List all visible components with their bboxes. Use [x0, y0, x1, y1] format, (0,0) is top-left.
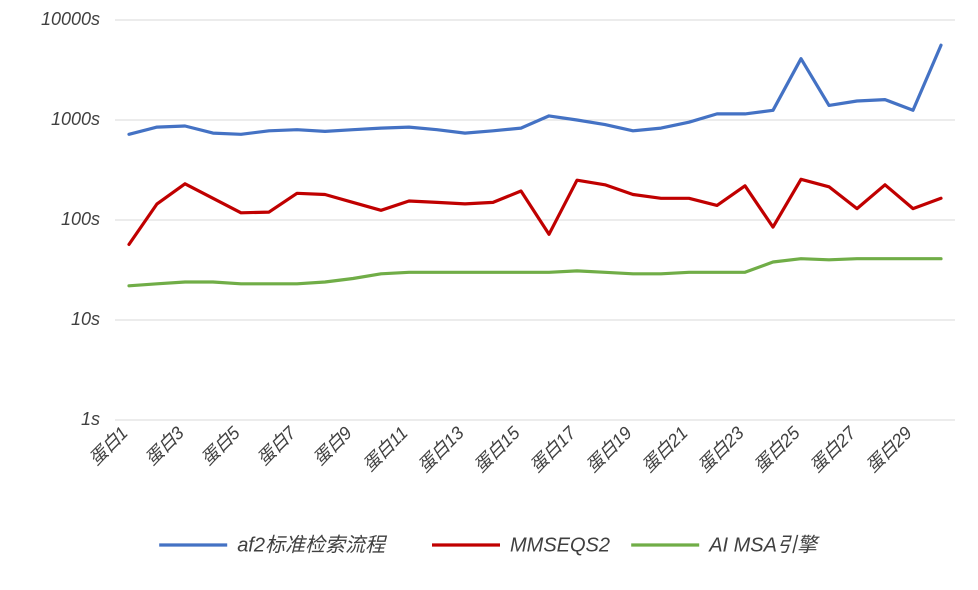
chart-bg — [0, 0, 978, 590]
y-tick-label: 1000s — [51, 109, 100, 129]
legend-label: MMSEQS2 — [510, 534, 610, 556]
chart-container: 1s10s100s1000s10000s蛋白1蛋白3蛋白5蛋白7蛋白9蛋白11蛋… — [0, 0, 978, 590]
y-tick-label: 10000s — [41, 9, 100, 29]
y-tick-label: 1s — [81, 409, 100, 429]
legend-label: af2标准检索流程 — [237, 534, 388, 556]
y-tick-label: 100s — [61, 209, 100, 229]
line-chart: 1s10s100s1000s10000s蛋白1蛋白3蛋白5蛋白7蛋白9蛋白11蛋… — [0, 0, 978, 590]
y-tick-label: 10s — [71, 309, 100, 329]
legend-label: AI MSA引擎 — [708, 534, 820, 556]
